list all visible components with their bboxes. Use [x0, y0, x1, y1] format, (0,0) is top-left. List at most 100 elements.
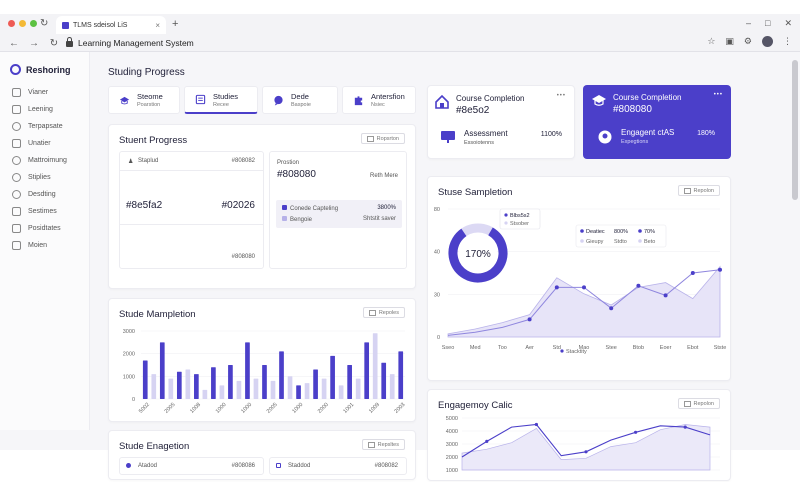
row-value: #808082: [231, 158, 255, 164]
refresh-icon[interactable]: ↻: [49, 37, 59, 49]
sidebar-item-label: Terpapsate: [28, 123, 63, 130]
y-tick-label: 30: [434, 292, 440, 298]
extension-icon[interactable]: ▣: [725, 36, 734, 46]
data-point: [527, 317, 532, 322]
stat-title: Course Completion: [456, 94, 525, 103]
clock-icon: [12, 122, 21, 131]
close-window-icon[interactable]: [8, 20, 15, 27]
stat-value: #8e5o2: [456, 105, 490, 116]
sidebar-item-stiplies[interactable]: Stiplies: [12, 169, 67, 186]
y-tick-label: 1000: [123, 374, 135, 380]
bar: [211, 367, 216, 399]
quick-tab-title: Steome: [137, 92, 163, 101]
lock-icon: [66, 37, 73, 47]
y-tick-label: 0: [132, 397, 135, 403]
card-title: Stuse Sampletion: [438, 187, 513, 198]
forward-arrow-icon[interactable]: →: [29, 37, 39, 49]
report-button[interactable]: Repolon: [677, 185, 720, 196]
zoom-window-icon[interactable]: [30, 20, 37, 27]
more-menu-icon[interactable]: •••: [713, 92, 723, 98]
bar: [381, 362, 387, 399]
win-maximize-icon[interactable]: □: [765, 18, 771, 28]
row-label: Atadod: [138, 463, 158, 469]
report-button[interactable]: Repoles: [362, 307, 405, 318]
quick-tab-dede[interactable]: Dede Baspoie: [262, 86, 338, 114]
new-tab-icon[interactable]: +: [172, 18, 179, 30]
report-button[interactable]: Repsltes: [361, 439, 405, 450]
brand[interactable]: Reshoring: [10, 64, 71, 75]
win-close-icon[interactable]: ✕: [784, 18, 792, 28]
quick-tab-steome[interactable]: Steome Poarstion: [108, 86, 180, 114]
minimize-window-icon[interactable]: [19, 20, 26, 27]
quick-tab-subtitle: Poarstion: [137, 102, 161, 108]
sidebar-item-leening[interactable]: Leening: [12, 101, 67, 118]
scrollbar-thumb[interactable]: [792, 60, 798, 200]
profile-avatar[interactable]: [762, 36, 773, 47]
quick-tab-subtitle: Recee: [213, 101, 229, 108]
bookmark-icon[interactable]: ☆: [707, 36, 716, 46]
bar: [159, 342, 165, 399]
menu-kebab-icon[interactable]: ⋮: [783, 36, 792, 46]
report-button-label: Repolon: [693, 400, 715, 407]
sidebar-item-unatier[interactable]: Unatier: [12, 135, 67, 152]
bar: [287, 376, 293, 399]
legend-label: Conede Capteling: [290, 206, 339, 212]
url-field[interactable]: Learning Management System: [66, 36, 626, 50]
data-point: [582, 285, 586, 290]
stat-caption: Expegtions: [621, 139, 649, 145]
tab-close-icon[interactable]: ×: [155, 20, 160, 30]
x-tick-label: 1000: [291, 402, 304, 415]
reload-icon[interactable]: ↻: [40, 18, 49, 29]
page-scrollbar[interactable]: [792, 52, 798, 430]
report-button[interactable]: Ropsrton: [360, 133, 405, 144]
quick-tab-studies[interactable]: Studies Recee: [184, 86, 258, 114]
document-icon: [276, 463, 284, 470]
y-tick-label: 3000: [446, 442, 458, 448]
legend-item: Conede Capteling: [282, 205, 338, 212]
x-tick-label: 1009: [368, 402, 381, 415]
y-tick-label: 40: [434, 250, 440, 256]
legend-value: 800%: [614, 229, 628, 235]
panel-side-text: Reth Mere: [369, 173, 398, 179]
bar: [270, 380, 276, 399]
card-title: Stude Mampletion: [119, 309, 196, 320]
legend-swatch: [282, 216, 287, 221]
sidebar-item-label: Stiplies: [28, 174, 51, 181]
sidebar-item-posidtates[interactable]: Posidtates: [12, 220, 67, 237]
settings-icon[interactable]: ⚙: [743, 36, 752, 46]
sidebar-item-terpapsate[interactable]: Terpapsate: [12, 118, 67, 135]
course-completion-card[interactable]: Course Completion #8e5o2 ••• Assessment …: [427, 85, 575, 159]
sidebar-item-label: Unatier: [28, 140, 51, 147]
quick-tab-title: Antersfion: [371, 92, 405, 101]
legend-value: Shtstit saver: [362, 216, 396, 222]
users-icon: [598, 130, 612, 144]
tooltip-swatch: [504, 213, 508, 217]
browser-tab[interactable]: TLMS sdeisol LiS ×: [56, 16, 166, 34]
bar: [389, 374, 395, 399]
bar: [313, 369, 318, 399]
legend-value: Beto: [644, 239, 655, 245]
back-arrow-icon[interactable]: ←: [9, 37, 19, 49]
window-controls: – □ ✕: [746, 18, 792, 29]
sidebar-item-vianer[interactable]: Vianer: [12, 84, 67, 101]
report-button[interactable]: Repolon: [677, 398, 720, 409]
y-tick-label: 3000: [123, 329, 135, 335]
bar: [279, 351, 284, 399]
stat-title: Course Completion: [613, 93, 682, 102]
y-tick-label: 5000: [446, 416, 458, 422]
course-completion-card-active[interactable]: Course Completion #808080 ••• Engagent c…: [583, 85, 731, 159]
sidebar-item-mattroimung[interactable]: Mattroimung: [12, 152, 67, 169]
sidebar-item-desdting[interactable]: Desdting: [12, 186, 67, 203]
main-value-a: #8e5fa2: [126, 200, 163, 211]
win-minimize-icon[interactable]: –: [746, 18, 752, 28]
row-value: #808082: [374, 463, 398, 469]
sidebar-item-sestimes[interactable]: Sestimes: [12, 203, 67, 220]
legend-panel: Conede Capteling 3800% Bengoie Shtstit s…: [276, 200, 402, 228]
quick-tab-antersfion[interactable]: Antersfion Nsiec: [342, 86, 416, 114]
report-button-label: Repolon: [693, 187, 715, 194]
legend-item: Bengoie: [282, 216, 312, 223]
sidebar-item-moien[interactable]: Moien: [12, 237, 67, 254]
address-bar: ← → ↻ Learning Management System ☆ ▣ ⚙ ⋮: [0, 34, 800, 52]
more-menu-icon[interactable]: •••: [556, 93, 566, 99]
